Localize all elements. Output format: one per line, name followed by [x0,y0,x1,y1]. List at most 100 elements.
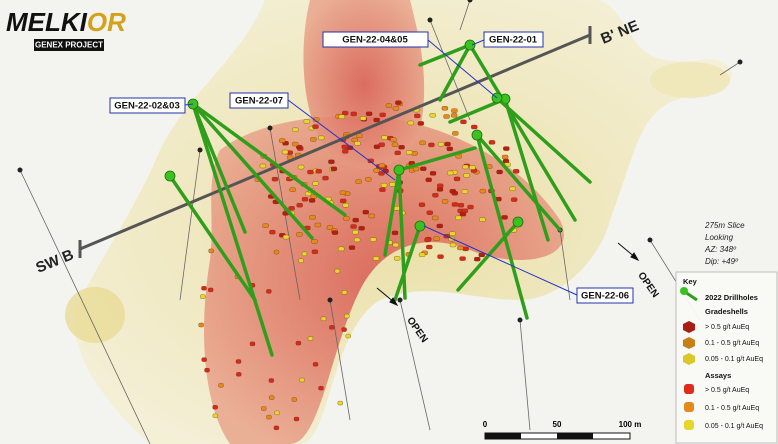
assay-disc [488,140,496,145]
assay-disc [269,395,275,400]
assay-disc [437,254,444,259]
drillhole-collar [512,216,524,228]
assay-disc [350,224,357,229]
drillhole [191,102,247,234]
assay-disc [200,294,206,299]
collar [197,147,203,153]
assay-disc [356,133,363,138]
label-box [109,97,186,114]
assay-disc [339,190,347,195]
assay-disc [479,188,486,194]
label-box [229,92,289,109]
assay-disc [370,237,377,242]
drillhole [191,102,274,357]
assay-disc [411,151,418,156]
assay-disc [446,146,453,152]
hole-label: GEN-22-04&05 [342,35,408,46]
assay-disc [345,333,351,339]
assay-disc [305,191,312,196]
assay-disc [418,202,426,207]
open-arrows [376,242,640,307]
legend: Key 2022 Drillholes Gradeshells > 0.5 g/… [675,271,778,444]
assay-disc [322,175,329,181]
assay-disc [312,181,319,186]
assay-disc [451,191,458,196]
assay-disc [262,223,269,228]
old-drill-trace [559,229,571,301]
assay-disc [269,229,276,235]
assay-disc [385,103,393,108]
assay-disc [307,336,314,341]
drillhole-collar [464,39,476,51]
assay-disc [314,222,322,228]
assay-disc [471,124,478,130]
assay-disc [453,176,461,182]
assay-disc [326,225,334,230]
assay-disc [392,106,400,111]
assay-disc [355,179,362,184]
assay-disc [509,186,516,191]
legend-item: 0.05 - 0.1 g/t AuEq [705,356,763,363]
assay-disc [428,142,435,148]
assay-disc [447,170,454,176]
connector [423,225,578,296]
old-drill-trace [329,299,351,421]
assay-disc [451,113,458,118]
assay-disc [295,340,302,346]
assay-disc [373,117,380,123]
assay-disc [312,124,319,129]
assay-disc [365,177,372,182]
assay-disc [298,258,304,263]
drillhole [393,224,422,302]
assay-disc [266,414,272,420]
assay-disc [378,171,385,176]
assay-disc [496,169,503,175]
assay-disc [352,217,359,223]
assay-disc [449,242,457,248]
assay-disc [261,406,267,411]
view-line: Looking [705,233,734,242]
assay-disc [293,416,300,422]
assay-disc [318,386,324,391]
assay-disc [362,209,369,215]
assay-disc [457,203,465,208]
assay-disc [474,257,481,262]
assay-disc [342,110,349,116]
drillhole-collar [393,164,405,176]
drillhole [191,102,347,217]
legend-swatch [683,353,695,365]
high-grade-shell [204,116,564,444]
assay-disc [360,116,367,121]
assay-disc [344,313,350,319]
assay-disc [201,357,207,362]
assay-disc [441,106,449,111]
drillhole [475,133,562,232]
assay-disc [412,166,420,172]
assay-disc [292,127,299,132]
assay-disc [320,316,327,321]
assay-disc [218,383,224,388]
assay-disc [301,197,309,202]
assay-disc [289,187,296,192]
assay-disc [288,206,295,211]
assay-disc [282,234,290,240]
assay-disc [268,378,275,383]
assay-disc [350,111,357,117]
logo-main: MELKI [6,7,88,37]
old-drill-trace [719,61,741,76]
label-box [483,31,544,48]
old-drill-trace [519,319,531,431]
assay-disc [455,215,462,220]
scale-label: 50 [553,420,562,429]
assay-disc [198,322,204,328]
assay-disc [432,215,439,221]
assay-disc [398,145,405,150]
drillhole [468,43,577,222]
drillhole [438,43,472,102]
assay-disc [296,232,303,237]
scale-label: 0 [483,420,488,429]
assay-disc [273,425,280,430]
assay-disc [315,169,322,174]
